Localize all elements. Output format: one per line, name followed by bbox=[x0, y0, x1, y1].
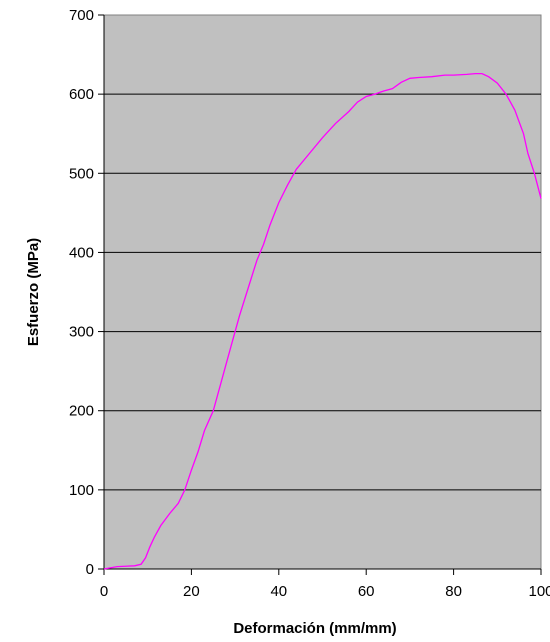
x-tick-label: 60 bbox=[358, 583, 375, 600]
y-tick-label: 400 bbox=[69, 244, 94, 261]
gridlines bbox=[104, 93, 541, 491]
x-tick-label: 0 bbox=[100, 583, 108, 600]
x-tick-label: 100 bbox=[528, 583, 550, 600]
y-axis-title: Esfuerzo (MPa) bbox=[25, 238, 42, 346]
y-tick-label: 300 bbox=[69, 324, 94, 341]
plot-area bbox=[103, 14, 542, 570]
stress-strain-line bbox=[103, 72, 542, 570]
x-tick-label: 40 bbox=[270, 583, 287, 600]
y-tick-label: 600 bbox=[69, 86, 94, 103]
y-tick-label: 500 bbox=[69, 165, 94, 182]
x-axis-title: Deformación (mm/mm) bbox=[233, 620, 396, 637]
x-tick-label: 80 bbox=[445, 583, 462, 600]
x-axis-ticks: 0 20 40 60 80 100 bbox=[100, 569, 550, 600]
y-tick-label: 200 bbox=[69, 403, 94, 420]
y-axis-ticks: 0 100 200 300 400 500 600 700 bbox=[69, 7, 104, 578]
y-tick-label: 0 bbox=[86, 561, 94, 578]
y-tick-label: 700 bbox=[69, 7, 94, 24]
y-tick-label: 100 bbox=[69, 482, 94, 499]
x-tick-label: 20 bbox=[183, 583, 200, 600]
